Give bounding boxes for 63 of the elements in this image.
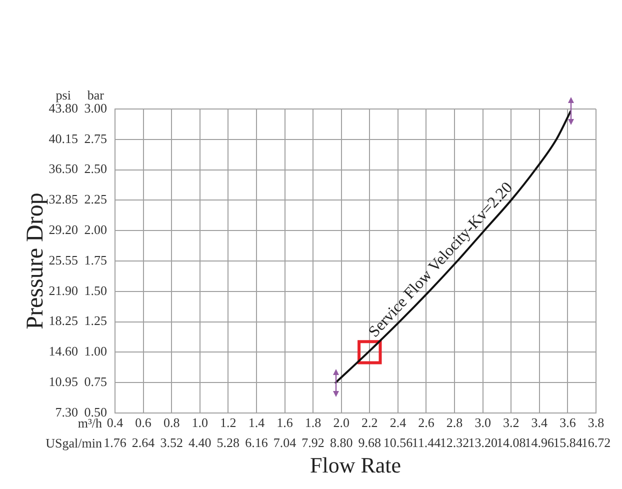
x2-tick-label: 7.04 [273, 435, 297, 450]
x2-tick-label: 15.84 [553, 435, 583, 450]
x2-tick-label: 7.92 [302, 435, 324, 450]
text: USgal/min [46, 435, 102, 450]
x-tick-label: 2.6 [418, 415, 435, 430]
x-tick-label: 1.0 [192, 415, 208, 430]
y-tick-label: 21.90 [48, 282, 78, 298]
x-tick-label: 2.4 [390, 415, 407, 430]
x-tick-label: 2.8 [446, 415, 463, 430]
x2-tick-label: 4.40 [188, 435, 212, 450]
x-tick-label: 3.0 [474, 415, 491, 430]
line-series [334, 110, 572, 384]
x-tick-label: 1.8 [304, 415, 322, 430]
y-tick-label: 18.25 [48, 313, 78, 328]
y2-tick-label: 0.50 [84, 404, 107, 420]
x-tick-label: 0.4 [106, 415, 124, 430]
y-tick-label: 29.20 [48, 222, 78, 238]
x2-tick-label: 14.96 [524, 435, 555, 450]
y-axis-title: Pressure Drop [22, 192, 49, 330]
y-tick-label: 10.95 [48, 374, 78, 390]
y2-tick-label: 1.00 [84, 344, 107, 359]
y2-tick-label: 2.75 [84, 130, 107, 146]
x-tick-label: 3.6 [560, 415, 576, 430]
text: psi [56, 87, 72, 102]
x2-tick-label: 3.52 [160, 435, 183, 450]
y-tick-label: 14.60 [48, 344, 78, 359]
x-tick-label: 1.4 [248, 415, 266, 430]
x2-tick-label: 2.64 [132, 435, 156, 450]
x-tick-label: 3.2 [502, 415, 520, 430]
y2-tick-label: 0.75 [84, 374, 107, 390]
x2-tick-label: 13.20 [468, 435, 498, 450]
x-tick-label: 3.8 [588, 415, 604, 430]
x-tick-label: 2.0 [333, 415, 350, 430]
y-tick-label: 36.50 [48, 161, 78, 176]
y2-tick-label: 1.25 [84, 313, 107, 328]
y2-tick-label: 3.00 [84, 100, 107, 116]
x2-tick-label: 10.56 [383, 435, 414, 450]
x-tick-label: 0.8 [163, 415, 180, 430]
x-tick-label: 0.6 [135, 415, 152, 430]
x2-tick-label: 1.76 [104, 435, 127, 450]
x-tick-label: 1.2 [220, 415, 236, 430]
y-tick-label: 25.55 [48, 252, 78, 268]
x2-tick-label: 12.32 [440, 435, 470, 450]
x2-tick-label: 16.72 [581, 435, 611, 450]
y2-tick-label: 2.00 [84, 222, 107, 238]
y-tick-label: 32.85 [48, 192, 78, 207]
y2-tick-label: 1.50 [84, 282, 107, 298]
y2-tick-label: 1.75 [84, 252, 107, 268]
x-tick-label: 2.2 [362, 415, 378, 430]
text: bar [87, 87, 105, 102]
x2-tick-label: 5.28 [216, 435, 240, 450]
x-tick-label: 1.6 [276, 415, 294, 430]
y-tick-label: 7.30 [55, 404, 78, 420]
x-tick-label: 3.4 [531, 415, 548, 430]
y2-tick-label: 2.50 [84, 161, 107, 176]
x2-tick-label: 9.68 [358, 435, 382, 450]
x-axis-title: Flow Rate [310, 452, 402, 478]
y2-tick-label: 2.25 [84, 192, 107, 207]
x2-tick-label: 6.16 [245, 435, 268, 450]
y-tick-label: 40.15 [48, 130, 78, 146]
x2-tick-label: 14.08 [496, 435, 526, 450]
x2-tick-label: 11.44 [412, 435, 442, 450]
x2-tick-label: 8.80 [330, 435, 353, 450]
